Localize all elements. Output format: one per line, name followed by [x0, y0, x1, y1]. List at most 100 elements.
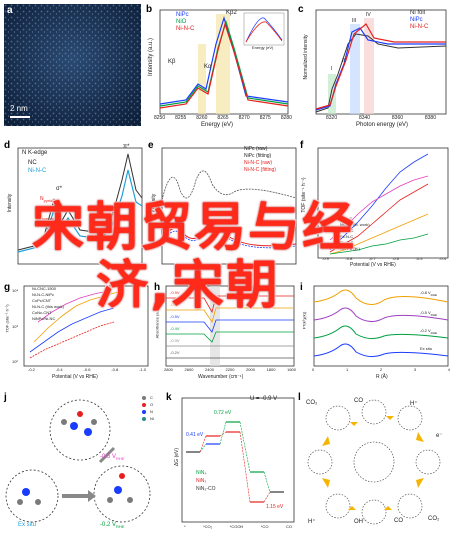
f-tick: -0.6	[392, 256, 400, 261]
b-tick-row: 8250 8255 8260 8265 8270 8275 8280	[154, 115, 292, 121]
h-ylabel: Absorbance (a.u.)	[154, 306, 160, 339]
j-state-05: -0.5 VRHE	[100, 454, 124, 461]
i-ylabel: FT(k³χ(k))	[301, 311, 307, 330]
g-tick: -0.8	[111, 367, 119, 372]
j-el-o: O	[150, 402, 154, 407]
c-legend-ninc: Ni-N-C	[410, 24, 429, 30]
j-state-02: -0.2 VRHE	[100, 522, 124, 529]
panel-l-label: l	[298, 392, 301, 403]
c-legend-nipc: NiPc	[410, 17, 423, 23]
e-legend-1: NiPc (fitting)	[244, 153, 272, 159]
h-tick: 2400	[205, 367, 214, 372]
f-legend-3: Fe-N-C	[340, 234, 354, 239]
g-tick: -0.6	[83, 367, 91, 372]
f-tick: -0.7	[368, 256, 376, 261]
panel-j-label: j	[4, 392, 7, 403]
tof-chart-g	[23, 285, 149, 367]
d-ylabel: Intensity	[7, 193, 13, 213]
panel-a: a 2 nm	[4, 4, 141, 126]
c-peak-iii: III	[352, 18, 357, 24]
h-tick-row: 2800 2600 2400 2200 2000 1800 1600	[164, 367, 296, 372]
g-ytick-col: 10⁴ 10³ 10²	[12, 288, 18, 364]
e-ylabel: Intensity	[151, 193, 157, 213]
b-peak-kb2: Kβ2	[226, 10, 237, 16]
l-species-3: e⁻	[436, 433, 443, 439]
catalytic-cycle	[307, 399, 441, 525]
b-legend-ninc: Ni-N-C	[176, 26, 195, 32]
j-state-05-sub: RHE	[116, 456, 125, 462]
j-state-02-text: -0.2 V	[100, 522, 117, 528]
scale-bar-label: 2 nm	[10, 104, 28, 113]
c-legend-foil: Ni foil	[410, 10, 426, 16]
g-legend-5: NiNPc/Ni-NC	[32, 316, 56, 321]
structure-diagram	[5, 396, 151, 523]
c-xlabel: Photon energy (eV)	[356, 122, 409, 128]
h-xlabel: Wavenumber (cm⁻¹)	[198, 374, 244, 380]
f-legend-1: Ni-N-C (lit. work)	[340, 222, 370, 227]
k-legend-2: NiN₃-CO	[196, 486, 216, 492]
h-tick: 2600	[184, 367, 194, 372]
xes-chart	[159, 9, 289, 115]
e-legend-0: NiPc (raw)	[244, 146, 268, 152]
g-ylabel: TOF (site⁻¹ h⁻¹)	[4, 304, 10, 333]
f-legend-0: Ni-N-C	[340, 216, 353, 221]
d-peak-sigma: σ*	[56, 186, 63, 192]
d-peak-n3-letter: N	[38, 214, 42, 220]
d-peak-n1: Npyridinic	[40, 196, 58, 203]
h-tick: 2000	[246, 367, 255, 372]
c-tick: 8380	[424, 115, 436, 121]
d-peak-n1-sub: pyridinic	[43, 198, 59, 203]
f-legend-4: Cu-N-C	[340, 240, 354, 245]
panel-h-label: h	[154, 282, 161, 293]
insitu-ft-chart	[313, 285, 449, 367]
f-tick-row: -0.9 -0.8 -0.7 -0.6 -0.5 -0.4	[322, 256, 446, 261]
panel-k: k ΔG (eV) U = -0.9 V 0.41 eV 0.72 eV 1.1…	[166, 392, 296, 534]
h-tick: 2200	[225, 367, 235, 372]
e-legend-3: Ni-N-C (fitting)	[244, 167, 276, 173]
g-ytick: 10²	[12, 359, 18, 364]
k-legend-1: NiN₃	[196, 478, 207, 484]
b-tick: 8275	[259, 115, 271, 121]
b-tick: 8270	[238, 115, 250, 121]
l-species-7: CO₂	[428, 516, 440, 522]
panel-d-label: d	[4, 140, 11, 151]
k-step: *COOH	[229, 524, 244, 529]
g-tick-row: -0.2 -0.4 -0.6 -0.8 -1.0	[28, 367, 146, 372]
k-step: *CO	[260, 524, 269, 529]
f-tick: -0.5	[415, 256, 423, 261]
panel-f-label: f	[300, 140, 304, 151]
k-legend-0: NiN₄	[196, 470, 207, 476]
c-tick: 8360	[391, 115, 404, 121]
b-inset-xlabel: Energy (eV)	[252, 45, 274, 50]
c-peak-ii: II	[342, 58, 345, 64]
g-tick: -0.2	[28, 367, 35, 372]
f-tick: -0.8	[345, 256, 353, 261]
i-tick: 3	[413, 367, 417, 372]
c-tick: 8340	[358, 115, 371, 121]
h-trace-5: -0.2V	[170, 350, 180, 355]
i-tick-row: 0 1 2 3 4	[312, 367, 450, 372]
g-legend-3: Ni-N-C (this work)	[32, 304, 64, 309]
j-el-ni: Ni	[150, 416, 154, 421]
j-state-exsitu: Ex situ	[18, 522, 37, 528]
panel-l: l CO₂ CO H⁺ e⁻ OH⁻ CO H⁺ CO₂	[298, 392, 450, 534]
d-legend-ninc: Ni-N-C	[28, 168, 47, 174]
panel-k-label: k	[166, 392, 172, 403]
l-species-6: H⁺	[308, 519, 316, 525]
f-series-dots	[329, 153, 429, 255]
panel-g-label: g	[4, 282, 11, 293]
j-state-05-text: -0.5 V	[100, 454, 117, 460]
h-tick: 1600	[287, 367, 296, 372]
i-trace-3: Ex situ	[420, 346, 433, 351]
panel-c: c Normalized intensity Photon energy (eV…	[298, 4, 450, 132]
b-legend-nio: NiO	[176, 19, 187, 25]
panel-i-label: i	[300, 282, 303, 293]
l-species-5: CO	[394, 518, 403, 524]
b-legend-nipc: NiPc	[176, 12, 189, 18]
i-trace-1-sub: RHE	[430, 312, 438, 317]
h-trace-3: -0.4V	[170, 326, 180, 331]
d-legend-nc: NC	[28, 160, 37, 166]
panel-e: e Intensity NiPc (raw) NiPc (fitting) Ni…	[148, 140, 298, 270]
g-tick: -0.4	[55, 367, 63, 372]
d-peak-n2-letter: N	[56, 206, 60, 212]
